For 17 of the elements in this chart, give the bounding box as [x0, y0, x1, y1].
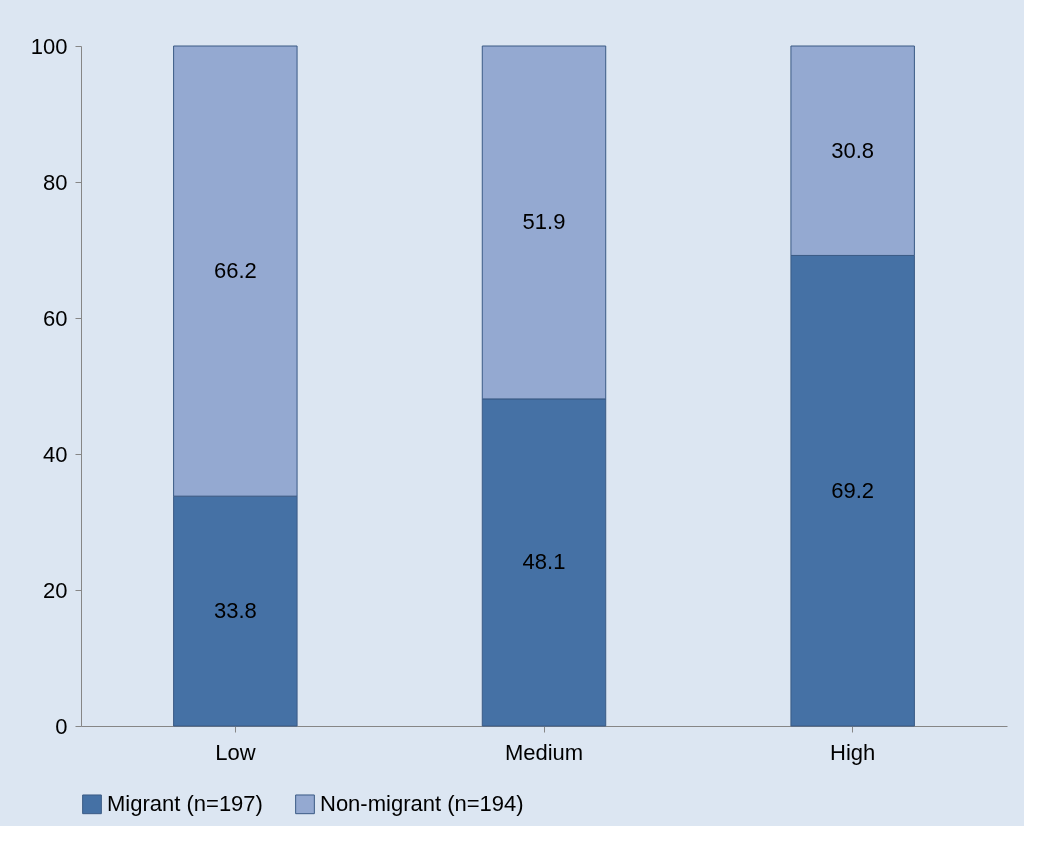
- data-label: 30.8: [831, 137, 875, 163]
- legend-label: Non-migrant (n=194): [320, 791, 524, 817]
- y-tick-label: 100: [30, 33, 68, 59]
- legend-label: Migrant (n=197): [107, 791, 263, 817]
- data-label: 69.2: [831, 477, 875, 503]
- data-label: 51.9: [522, 209, 566, 235]
- y-tick-label: 60: [43, 305, 68, 331]
- y-tick-label: 40: [43, 441, 68, 467]
- x-tick-label: Medium: [504, 739, 584, 765]
- x-tick-label: Low: [215, 739, 256, 765]
- y-tick-label: 0: [55, 713, 68, 739]
- data-label: 48.1: [522, 549, 566, 575]
- x-tick-label: High: [830, 739, 876, 765]
- data-label: 33.8: [213, 598, 257, 624]
- y-tick-label: 20: [43, 577, 68, 603]
- data-label: 66.2: [213, 258, 257, 284]
- y-tick-label: 80: [43, 169, 68, 195]
